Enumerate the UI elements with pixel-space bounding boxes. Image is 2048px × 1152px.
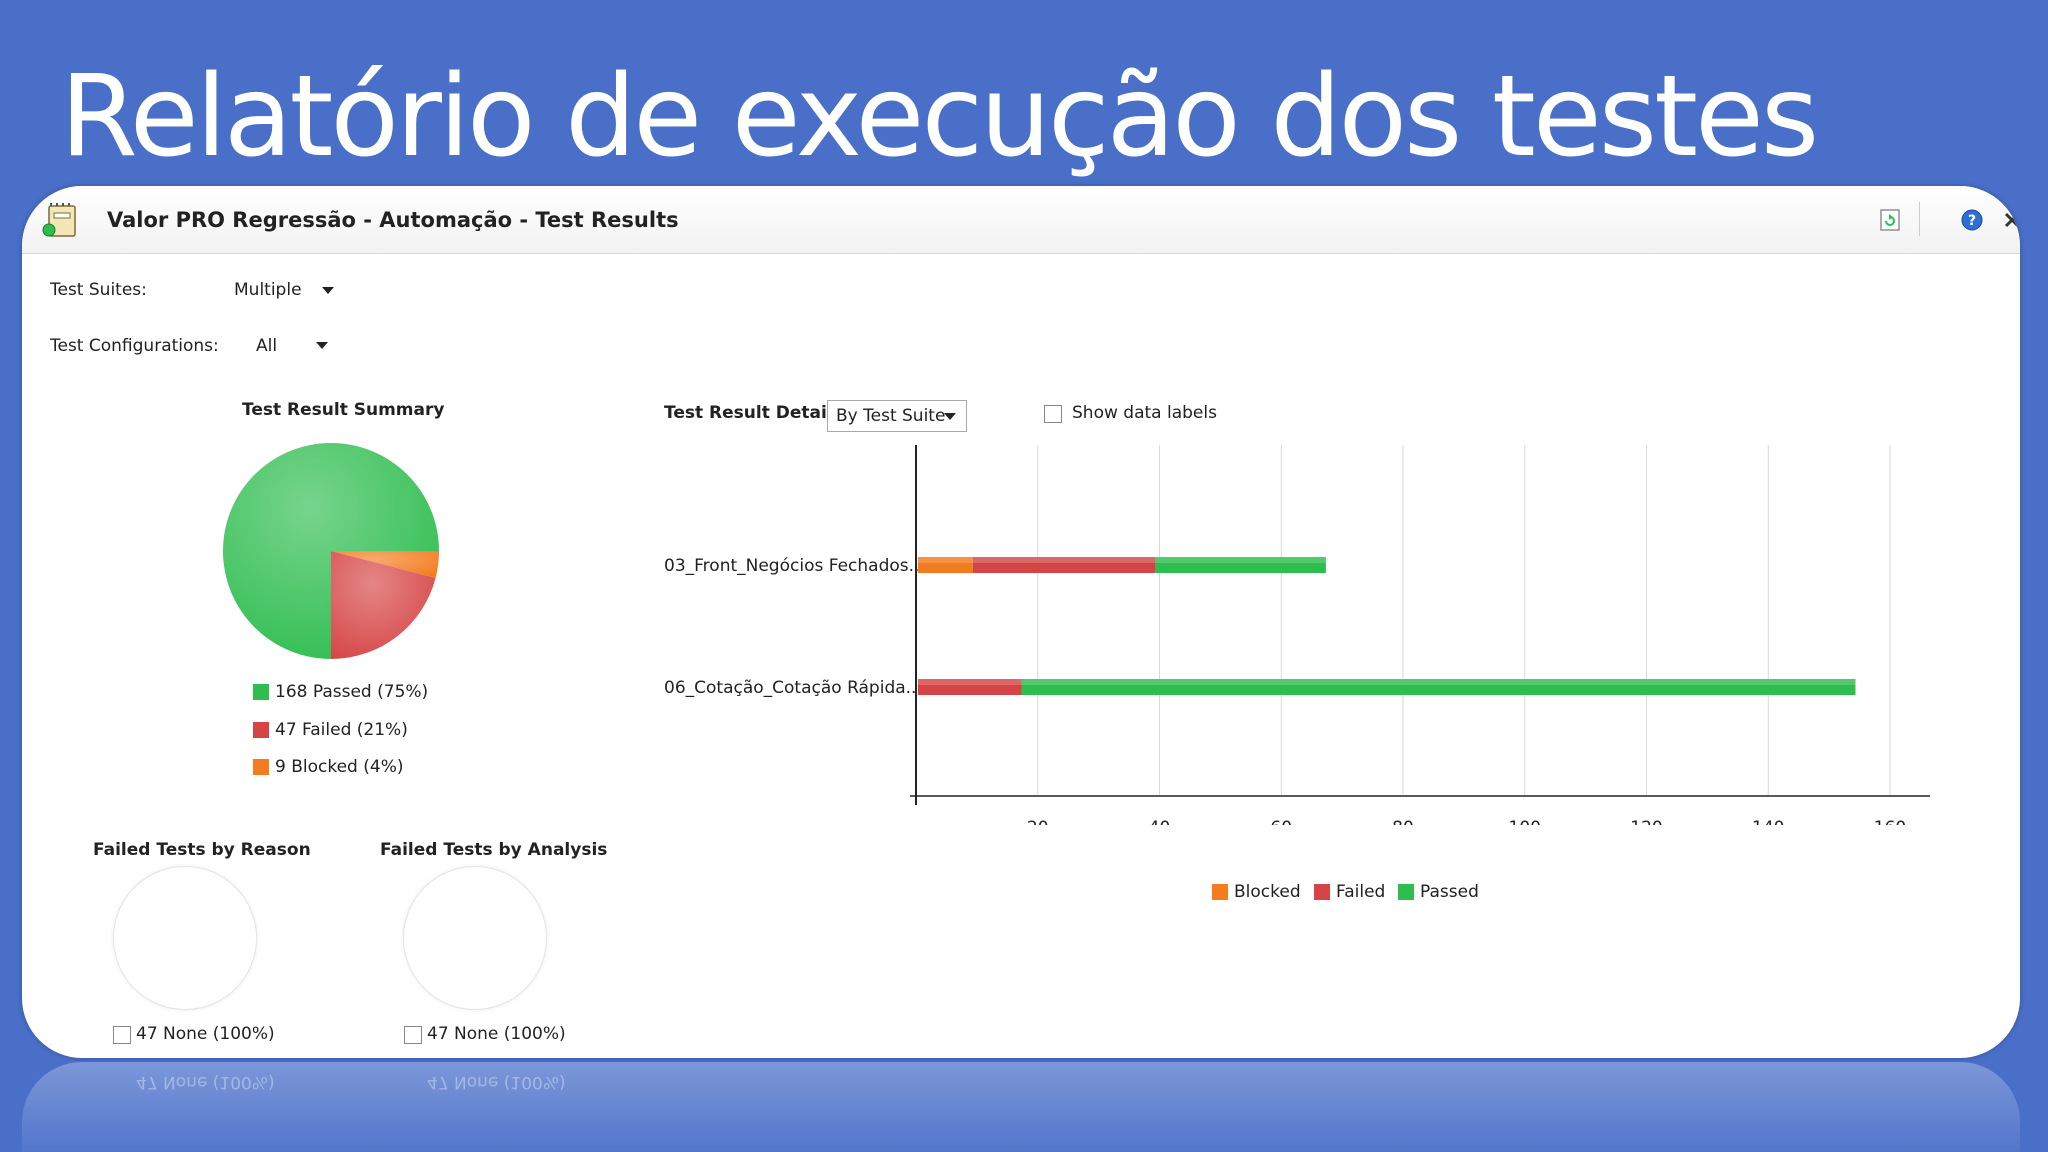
test-configurations-dropdown[interactable]: All bbox=[256, 336, 356, 364]
group-by-value: By Test Suite bbox=[836, 406, 946, 426]
test-suites-dropdown[interactable]: Multiple bbox=[234, 280, 364, 308]
window-titlebar: Valor PRO Regressão - Automação - Test R… bbox=[22, 186, 2020, 254]
refresh-icon[interactable] bbox=[1878, 208, 1902, 232]
test-suites-value: Multiple bbox=[234, 280, 302, 300]
reflection-text: 47 None (100%) bbox=[427, 1072, 566, 1092]
test-configurations-value: All bbox=[256, 336, 278, 356]
svg-text:?: ? bbox=[1968, 213, 1976, 229]
close-icon[interactable] bbox=[2000, 208, 2020, 232]
show-data-labels-checkbox[interactable] bbox=[1044, 405, 1062, 423]
help-icon[interactable]: ? bbox=[1960, 208, 1984, 232]
window-reflection: 47 None (100%) 47 None (100%) bbox=[22, 1062, 2020, 1152]
failed-by-reason-checkbox[interactable] bbox=[113, 1026, 131, 1044]
chevron-down-icon bbox=[322, 287, 334, 294]
chevron-down-icon bbox=[316, 342, 328, 349]
test-suites-label: Test Suites: bbox=[50, 280, 147, 300]
failed-by-analysis-checkbox[interactable] bbox=[404, 1026, 422, 1044]
reflection-text: 47 None (100%) bbox=[136, 1072, 275, 1092]
slide-title: Relatório de execução dos testes bbox=[60, 52, 1819, 182]
toolbar-separator bbox=[1919, 202, 1920, 236]
test-configurations-label: Test Configurations: bbox=[50, 336, 219, 356]
test-results-window: Valor PRO Regressão - Automação - Test R… bbox=[22, 186, 2020, 1058]
notebook-icon bbox=[42, 203, 76, 237]
window-title: Valor PRO Regressão - Automação - Test R… bbox=[107, 208, 679, 232]
group-by-dropdown[interactable]: By Test Suite bbox=[827, 400, 967, 432]
chevron-down-icon bbox=[944, 413, 956, 420]
filter-panel: Test Suites: Multiple Test Configuration… bbox=[22, 254, 2020, 384]
